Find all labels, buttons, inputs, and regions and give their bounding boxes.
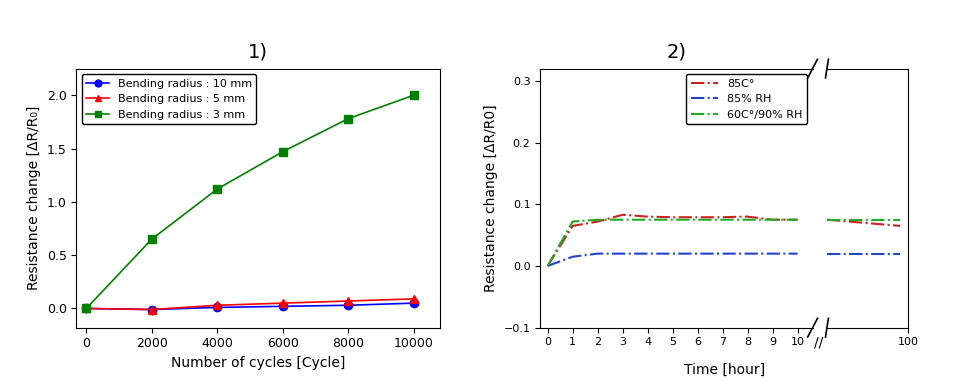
Y-axis label: Resistance change [ΔR/R₀]: Resistance change [ΔR/R₀]: [27, 106, 41, 290]
Title: 2): 2): [666, 42, 686, 61]
Legend: 85C°, 85% RH, 60C°/90% RH: 85C°, 85% RH, 60C°/90% RH: [686, 74, 807, 124]
Legend: Bending radius : 10 mm, Bending radius : 5 mm, Bending radius : 3 mm: Bending radius : 10 mm, Bending radius :…: [82, 74, 256, 124]
X-axis label: Number of cycles [Cycle]: Number of cycles [Cycle]: [171, 356, 345, 370]
Y-axis label: Resistance change [ΔR/R0]: Resistance change [ΔR/R0]: [484, 104, 498, 292]
Title: 1): 1): [249, 42, 268, 61]
Text: Time [hour]: Time [hour]: [684, 363, 765, 377]
Text: //: //: [814, 336, 823, 350]
